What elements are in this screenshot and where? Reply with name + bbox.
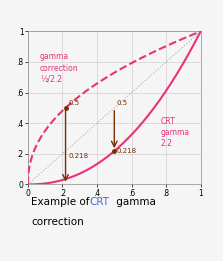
Text: 0.218: 0.218 xyxy=(117,148,137,154)
Text: gamma
correction
½/2.2: gamma correction ½/2.2 xyxy=(40,52,78,84)
Text: gamma: gamma xyxy=(114,197,156,207)
Text: correction: correction xyxy=(31,217,84,227)
Text: 0.218: 0.218 xyxy=(68,153,88,159)
Text: Example of: Example of xyxy=(31,197,93,207)
Text: 0.5: 0.5 xyxy=(117,100,128,106)
Text: CRT
gamma
2.2: CRT gamma 2.2 xyxy=(161,117,190,148)
Text: CRT: CRT xyxy=(89,197,109,207)
Text: 0.5: 0.5 xyxy=(68,100,79,106)
